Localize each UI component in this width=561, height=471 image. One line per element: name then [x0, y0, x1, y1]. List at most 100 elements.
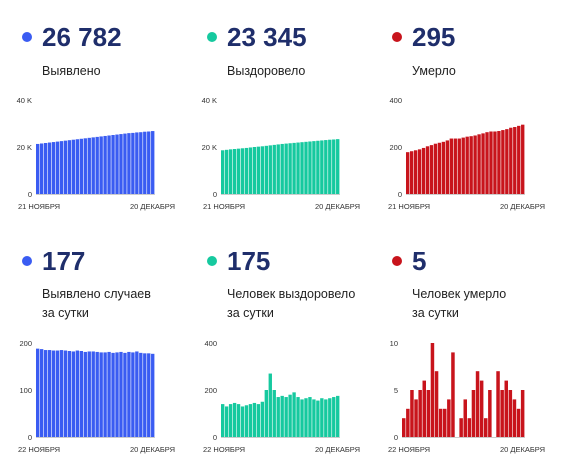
bar: [47, 142, 52, 194]
daily-detected-caption-line-1: Выявлено случаев: [42, 287, 151, 301]
daily-deaths-chart: 0 5 10 22 НОЯБРЯ 20 ДЕКАБРЯ: [388, 339, 545, 454]
bar: [312, 399, 316, 437]
bar: [513, 127, 517, 194]
bar: [71, 351, 76, 437]
bar: [276, 397, 280, 437]
x-tick-label: 20 ДЕКАБРЯ: [500, 445, 545, 454]
bar: [485, 132, 489, 194]
bar: [417, 149, 422, 194]
bar: [488, 390, 492, 437]
bar: [300, 399, 304, 437]
bar: [36, 143, 40, 194]
bar: [453, 138, 457, 194]
bar: [465, 136, 469, 194]
bar: [328, 398, 332, 437]
bar: [504, 380, 508, 437]
bar: [268, 145, 272, 194]
bar: [308, 397, 312, 437]
y-tick-label: 40 K: [202, 96, 217, 105]
bar: [493, 131, 497, 194]
bar: [127, 351, 131, 437]
bar: [256, 404, 261, 437]
bar: [272, 144, 276, 194]
bar: [438, 408, 443, 437]
bar: [437, 142, 442, 194]
y-tick-label: 0: [213, 433, 217, 442]
bar: [328, 139, 332, 194]
bar: [87, 137, 91, 194]
bar: [87, 351, 91, 437]
bar: [421, 147, 426, 194]
bar: [426, 390, 431, 437]
bar: [115, 134, 119, 194]
y-tick-label: 0: [398, 190, 402, 199]
bar: [500, 390, 504, 437]
x-tick-label: 22 НОЯБРЯ: [388, 445, 430, 454]
x-tick-label: 20 ДЕКАБРЯ: [500, 202, 545, 211]
recovered-total: 23 345: [227, 22, 307, 52]
bar: [425, 146, 430, 194]
bar: [67, 140, 72, 194]
recovered-caption-line: Выздоровело: [227, 64, 306, 78]
deaths-dot-icon: [392, 32, 402, 42]
daily-detected-total: 177: [42, 246, 86, 276]
y-tick-label: 0: [394, 433, 398, 442]
bar: [320, 140, 324, 194]
bar: [463, 399, 467, 437]
bar: [521, 124, 525, 194]
bar: [63, 350, 68, 437]
bar: [320, 398, 324, 437]
bar: [39, 143, 44, 194]
bar: [429, 145, 434, 194]
bar: [505, 129, 509, 194]
bar: [252, 402, 257, 437]
bar: [224, 149, 229, 194]
daily-detected-dot-icon: [22, 256, 32, 266]
bar: [471, 390, 476, 437]
y-tick-label: 0: [213, 190, 217, 199]
y-tick-label: 400: [389, 96, 402, 105]
bar: [151, 131, 155, 194]
bar: [111, 135, 115, 194]
bar: [99, 136, 103, 194]
bar: [280, 395, 284, 437]
bar: [469, 136, 473, 194]
daily-deaths-caption: Человек умерло за сутки: [412, 285, 506, 323]
bar: [123, 352, 127, 437]
recovered-caption: Выздоровело: [227, 62, 305, 81]
y-tick-label: 200: [204, 386, 217, 395]
x-tick-label: 20 ДЕКАБРЯ: [130, 445, 175, 454]
bar: [496, 371, 500, 437]
bar: [288, 143, 292, 194]
daily-detected-caption: Выявлено случаев за сутки: [42, 285, 151, 323]
bar: [268, 373, 272, 437]
recovered-cumulative-chart: 0 20 K 40 K 21 НОЯБРЯ 20 ДЕКАБРЯ: [202, 96, 361, 211]
bar: [244, 147, 249, 194]
bar: [406, 408, 410, 437]
bar: [240, 148, 245, 194]
bar: [300, 142, 304, 194]
y-tick-label: 5: [394, 386, 398, 395]
bar: [280, 143, 284, 194]
bar: [83, 351, 87, 437]
bar: [221, 404, 225, 437]
x-tick-label: 21 НОЯБРЯ: [388, 202, 430, 211]
bar: [91, 137, 95, 194]
bar: [516, 408, 521, 437]
bar: [296, 142, 300, 194]
y-tick-label: 20 K: [17, 143, 32, 152]
bar: [115, 352, 119, 437]
bar: [232, 148, 237, 194]
bar: [332, 397, 336, 437]
x-tick-label: 22 НОЯБРЯ: [203, 445, 245, 454]
bar: [131, 352, 135, 437]
bar: [501, 130, 505, 194]
y-tick-label: 40 K: [17, 96, 32, 105]
detected-cumulative-chart: 0 20 K 40 K 21 НОЯБРЯ 20 ДЕКАБРЯ: [17, 96, 176, 211]
bar: [43, 143, 48, 194]
bar: [316, 140, 320, 194]
bar: [292, 142, 296, 194]
bar: [457, 138, 461, 194]
bar: [260, 146, 265, 194]
detected-caption: Выявлено: [42, 62, 101, 81]
